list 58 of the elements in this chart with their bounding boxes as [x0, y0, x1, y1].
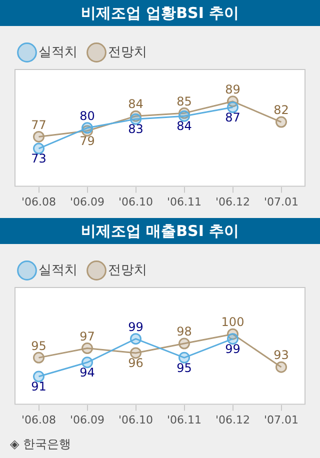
- data-label: 98: [176, 324, 192, 339]
- data-label: 91: [31, 380, 46, 394]
- chart-title: 비제조업 업황BSI 추이: [0, 0, 320, 26]
- data-label: 77: [31, 118, 46, 132]
- point: [130, 333, 142, 345]
- data-label: 95: [31, 338, 46, 353]
- data-label: 80: [80, 109, 95, 124]
- point: [178, 110, 190, 122]
- x-tick-label: '06.11: [166, 413, 202, 426]
- x-tick-label: '06.10: [118, 195, 154, 208]
- x-tick-label: '06.09: [70, 195, 105, 208]
- data-label: 96: [128, 356, 144, 370]
- x-tick-label: '07.01: [264, 413, 299, 426]
- x-tick-label: '06.12: [215, 413, 250, 426]
- point: [33, 370, 44, 382]
- data-label: 82: [274, 103, 289, 118]
- point: [33, 142, 44, 154]
- x-tick-label: '06.11: [166, 195, 202, 208]
- data-label: 85: [176, 94, 192, 108]
- chart-title: 비제조업 매출BSI 추이: [0, 218, 320, 244]
- x-tick-label: '06.09: [70, 413, 105, 426]
- point: [178, 338, 190, 350]
- point: [227, 102, 238, 114]
- data-label: 87: [225, 110, 240, 124]
- point: [33, 130, 44, 142]
- point: [130, 113, 142, 125]
- data-label: 97: [80, 329, 95, 344]
- point: [33, 352, 44, 364]
- data-label: 83: [128, 122, 144, 136]
- data-label: 84: [128, 97, 144, 112]
- legend-label: 실적치: [38, 44, 78, 60]
- legend-label: 전망치: [108, 262, 147, 278]
- point: [82, 342, 93, 354]
- data-label: 100: [221, 315, 244, 330]
- point: [276, 116, 287, 128]
- data-label: 99: [225, 342, 240, 356]
- x-tick-label: '07.01: [264, 195, 299, 208]
- text: ◈ 한국은행: [9, 436, 72, 453]
- data-label: 95: [176, 360, 192, 375]
- data-label: 89: [225, 82, 240, 97]
- point: [227, 333, 238, 345]
- legend-label: 전망치: [108, 44, 147, 60]
- point: [130, 347, 142, 359]
- data-label: 84: [176, 119, 192, 134]
- point: [178, 352, 190, 364]
- point: [82, 356, 93, 368]
- x-tick-label: '06.12: [215, 195, 250, 208]
- x-tick-label: '06.10: [118, 413, 154, 426]
- x-tick-label: '06.08: [21, 195, 56, 208]
- point: [82, 122, 93, 134]
- data-label: 94: [80, 366, 95, 380]
- legend-label: 실적치: [38, 262, 78, 278]
- x-tick-label: '06.08: [21, 413, 56, 426]
- data-label: 93: [274, 348, 289, 362]
- data-label: 73: [31, 152, 46, 166]
- point: [276, 361, 287, 373]
- data-label: 79: [80, 134, 95, 148]
- data-label: 99: [128, 320, 144, 334]
